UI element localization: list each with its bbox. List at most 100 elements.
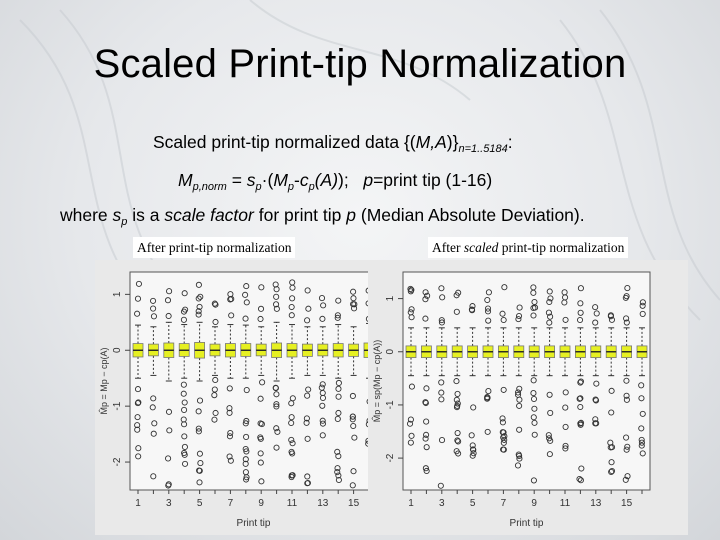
y-tick-label: 0 [112,347,123,353]
outlier-point [516,426,523,433]
x-tick-label: 3 [439,498,445,509]
outlier-point [257,305,265,312]
outlier-point [195,408,202,415]
outlier-point [226,385,233,392]
outlier-point [576,475,583,483]
outlier-point [242,315,249,322]
x-tick-label: 15 [348,498,360,509]
outlier-point [546,298,553,306]
outlier-point [335,453,342,460]
outlier-point [422,296,429,303]
outlier-point [514,462,522,469]
outlier-point [319,432,326,439]
outlier-point [638,382,645,389]
x-tick-label: 9 [258,498,264,509]
outlier-point [273,286,280,293]
outlier-point [546,319,553,326]
outlier-point [470,450,477,457]
outlier-point [304,473,311,480]
outlier-point [438,319,445,326]
outlier-point [211,386,218,393]
outlier-point [484,308,492,315]
outlier-point [501,433,508,440]
y-tick-label: -1 [385,400,396,409]
outlier-point [351,305,358,312]
outlier-point [273,401,280,408]
outlier-point [349,413,356,420]
outlier-point [484,428,491,435]
x-tick-label: 5 [470,498,476,509]
outlier-point [531,405,538,412]
outlier-point [578,465,585,472]
outlier-point [639,302,646,309]
outlier-point [638,439,645,446]
outlier-point [453,378,460,385]
outlier-point [500,446,507,453]
outlier-point [196,450,203,457]
outlier-point [180,316,187,323]
x-tick-label: 11 [560,498,571,509]
outlier-point [242,420,249,427]
outlier-point [164,297,172,304]
outlier-point [453,308,460,315]
outlier-point [547,409,554,416]
outlier-point [196,303,203,310]
outlier-point [181,399,188,406]
outlier-point [226,453,233,460]
outlier-point [182,460,189,467]
outlier-point [469,442,476,449]
outlier-point [212,376,219,384]
outlier-point [453,404,461,411]
outlier-point [469,307,476,314]
outlier-point [485,289,492,296]
outlier-point [454,400,461,407]
outlier-point [468,432,475,439]
outlier-point [455,438,462,445]
outlier-point [211,300,218,307]
outlier-point [212,409,219,417]
outlier-point [515,316,522,323]
outlier-point [166,288,173,295]
outlier-point [350,468,357,475]
outlier-point [351,434,358,441]
outlier-point [408,314,415,321]
outlier-point [437,482,444,489]
outlier-point [334,312,341,319]
outlier-point [455,450,462,457]
x-tick-label: 3 [166,498,172,509]
outlier-point [242,469,249,476]
outlier-point [243,448,250,455]
outlier-point [195,428,202,435]
normalization-formula: Mp,norm = sp·(Mp-cp(A)); p=print tip (1-… [178,170,493,193]
outlier-point [319,417,326,424]
outlier-point [423,467,430,475]
outlier-point [547,313,554,320]
outlier-point [288,436,295,443]
outlier-point [531,304,539,311]
outlier-point [592,319,599,326]
outlier-point [304,317,311,324]
outlier-point [592,304,599,311]
outlier-point [288,414,295,421]
outlier-point [624,443,631,450]
outlier-point [150,473,157,480]
outlier-point [576,316,584,324]
outlier-point [195,295,202,302]
outlier-point [423,444,430,451]
outlier-point [562,404,569,411]
outlier-point [623,392,630,399]
outlier-point [577,300,584,307]
outlier-point [197,460,204,467]
outlier-point [243,299,250,306]
outlier-point [469,303,476,310]
outlier-point [273,293,280,300]
outlier-point [350,288,357,295]
outlier-point [516,385,523,392]
outlier-point [303,415,310,422]
outlier-point [469,452,476,459]
x-tick-label: 11 [287,498,298,509]
outlier-point [562,442,569,449]
outlier-point [195,425,202,432]
outlier-point [562,423,569,430]
x-axis-title: Print tip [510,518,544,529]
